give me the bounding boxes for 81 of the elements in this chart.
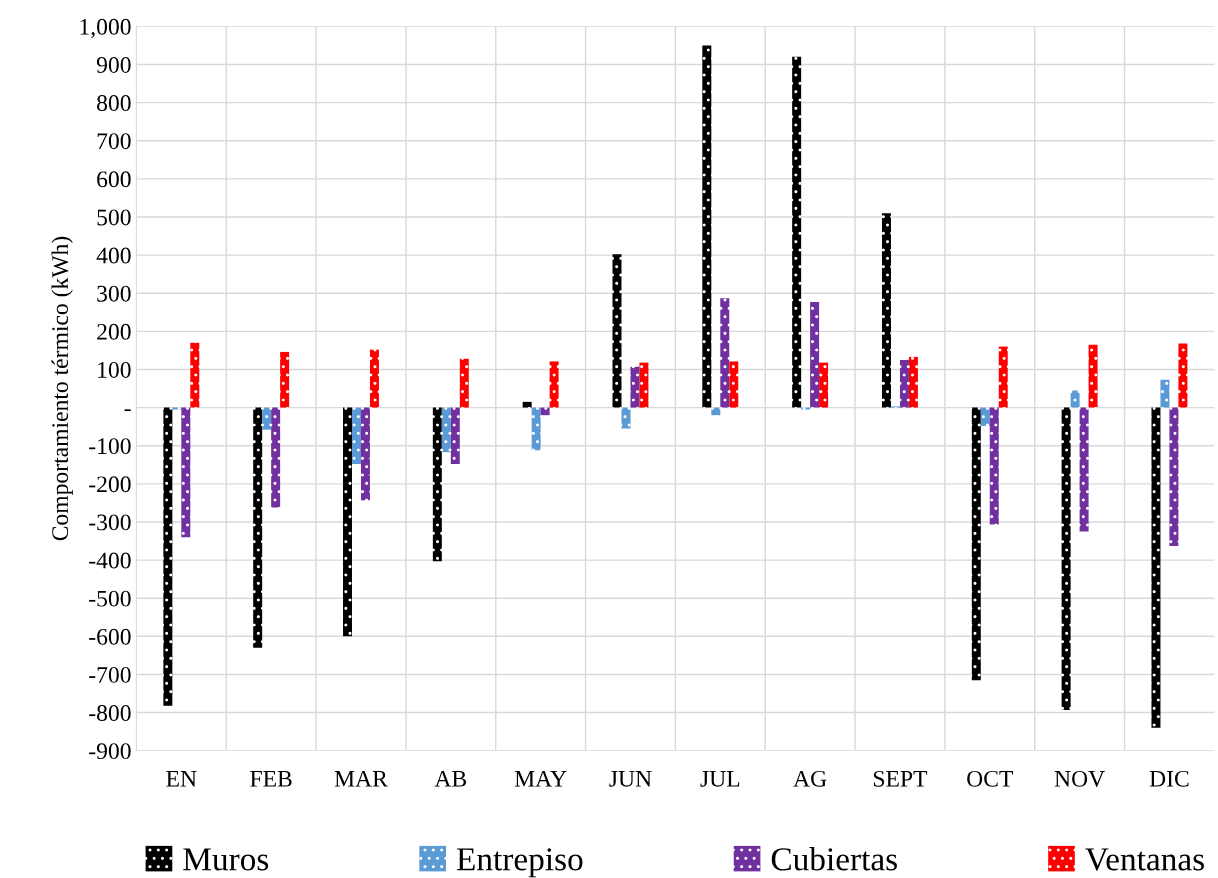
- bar: [971, 407, 981, 681]
- legend-label: Cubiertas: [771, 847, 897, 871]
- x-tick-label: AG: [793, 770, 827, 787]
- y-tick-label: -100: [89, 438, 131, 455]
- y-axis-title: Comportamiento térmico (kWh): [51, 236, 73, 541]
- bar: [1079, 407, 1089, 532]
- y-tick-label: -800: [89, 705, 131, 721]
- bar: [163, 407, 173, 706]
- bar: [369, 349, 379, 408]
- y-tick-label: 300: [97, 285, 131, 302]
- bar: [989, 407, 999, 525]
- bar: [459, 358, 469, 408]
- y-tick-label: 400: [96, 247, 131, 264]
- bar: [253, 407, 263, 648]
- bar: [1160, 379, 1170, 408]
- bar: [352, 407, 361, 464]
- bar: [980, 407, 990, 426]
- y-tick-label: -600: [89, 628, 131, 645]
- y-tick-label: 700: [97, 133, 131, 150]
- y-tick-label: 500: [97, 209, 131, 226]
- y-tick-label: 200: [97, 323, 131, 340]
- y-tick-label: 100: [98, 361, 131, 378]
- bar: [181, 407, 191, 538]
- bar: [1070, 390, 1080, 408]
- y-tick-label: -400: [89, 552, 131, 569]
- y-tick-label: -300: [89, 514, 131, 531]
- bar: [343, 407, 352, 637]
- bar: [262, 407, 272, 430]
- bar: [810, 301, 820, 408]
- bar: [702, 45, 712, 408]
- y-tick-label: -700: [89, 666, 131, 683]
- bar: [899, 359, 909, 408]
- y-tick-label: -900: [89, 743, 131, 760]
- bar: [549, 361, 559, 408]
- x-tick-label: OCT: [967, 770, 1013, 787]
- x-tick-label: JUN: [609, 771, 652, 787]
- bar: [729, 361, 739, 408]
- bar: [720, 298, 730, 408]
- bar: [630, 366, 640, 408]
- x-tick-label: MAR: [334, 770, 388, 787]
- bar: [819, 362, 829, 408]
- x-tick-label: AB: [434, 770, 467, 787]
- y-tick-label: 600: [97, 171, 131, 188]
- y-tick-label: 900: [96, 56, 131, 73]
- bar: [1169, 407, 1179, 546]
- bar: [639, 362, 649, 408]
- x-tick-label: SEPT: [873, 770, 928, 787]
- legend-label: Ventanas: [1085, 848, 1204, 871]
- bar: [432, 407, 442, 562]
- bar: [531, 407, 541, 451]
- y-tick-label: 800: [97, 95, 131, 112]
- y-tick-label: -: [124, 409, 131, 412]
- y-tick-label: -500: [89, 590, 131, 607]
- bar: [540, 407, 550, 416]
- bar: [441, 407, 451, 453]
- y-tick-label: -200: [89, 476, 131, 493]
- bar: [190, 342, 200, 408]
- y-tick-label: 1,000: [80, 18, 131, 39]
- bar: [908, 356, 918, 408]
- bar: [1151, 407, 1161, 728]
- bar: [1088, 344, 1098, 408]
- x-tick-label: FEB: [250, 771, 292, 787]
- bar: [1178, 343, 1188, 408]
- bar: [522, 401, 532, 408]
- x-tick-label: JUL: [700, 771, 740, 787]
- bar: [881, 213, 891, 408]
- bar: [271, 407, 281, 508]
- bar: [792, 56, 802, 408]
- bar: [1061, 407, 1071, 710]
- bar: [360, 407, 370, 501]
- x-tick-label: NOV: [1054, 770, 1105, 787]
- x-tick-label: EN: [166, 771, 197, 787]
- bar: [450, 407, 460, 464]
- bar: [998, 346, 1008, 408]
- x-tick-label: MAY: [514, 770, 567, 787]
- legend-label: Entrepiso: [456, 848, 583, 878]
- bar: [711, 407, 721, 416]
- bar: [280, 351, 290, 408]
- bar: [621, 407, 631, 429]
- legend-label: Muros: [183, 848, 269, 871]
- x-tick-label: DIC: [1149, 770, 1189, 787]
